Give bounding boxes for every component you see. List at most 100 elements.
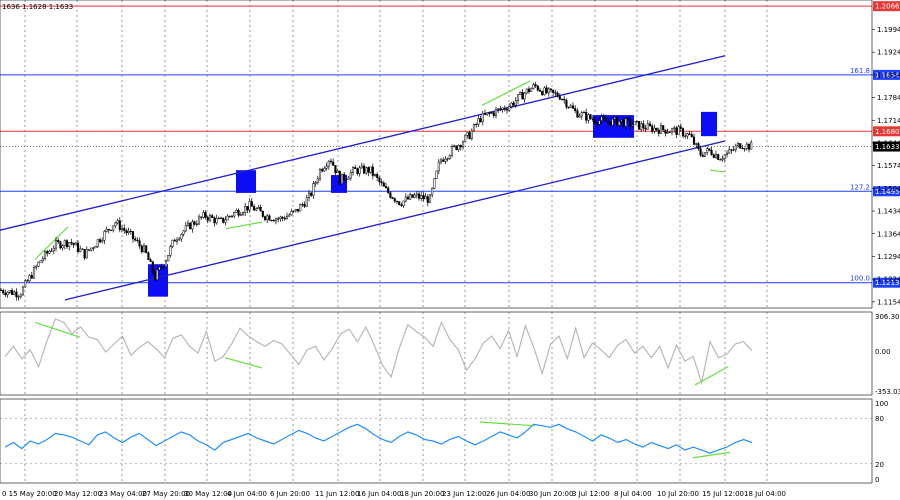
candle-body: [646, 123, 649, 130]
candle-body: [138, 240, 141, 247]
candle-body: [714, 154, 718, 158]
candle-body: [681, 128, 685, 137]
candle-body: [233, 211, 236, 217]
candle-body: [283, 217, 286, 220]
x-tick-label: 4 Jun 04:00: [227, 490, 267, 498]
y-tick-label: 1.1154: [877, 298, 900, 306]
level-price-tag: [873, 186, 900, 197]
candle-body: [228, 215, 231, 217]
candle-body: [631, 124, 634, 127]
candle-body: [134, 238, 137, 241]
candle-body: [723, 154, 726, 160]
candle-body: [472, 123, 476, 132]
candle-body: [637, 120, 641, 130]
candle-body: [406, 196, 410, 200]
candle-body: [453, 145, 456, 147]
candle-body: [321, 169, 324, 172]
x-tick-label: 0 15 May 20:00: [2, 490, 57, 498]
candle-body: [488, 112, 491, 114]
candle-body: [96, 239, 99, 247]
candle-body: [602, 116, 605, 119]
candle-body: [235, 210, 238, 213]
candle-body: [734, 145, 737, 150]
candle-body: [94, 246, 97, 249]
candle-body: [72, 242, 75, 246]
candle-body: [565, 99, 568, 108]
candle-body: [347, 177, 350, 180]
candle-body: [413, 194, 416, 198]
candle-body: [35, 265, 38, 268]
candle-body: [206, 217, 209, 221]
candle-body: [591, 118, 594, 120]
candle-body: [563, 98, 566, 101]
candle-body: [688, 133, 691, 135]
candle-body: [503, 107, 506, 110]
candle-body: [732, 149, 735, 151]
candle-body: [118, 220, 121, 230]
candle-body: [299, 204, 302, 212]
candle-body: [435, 170, 438, 179]
candle-body: [147, 252, 150, 261]
candle-body: [266, 215, 269, 220]
candle-body: [644, 127, 647, 130]
candle-body: [466, 132, 469, 136]
candle-body: [629, 119, 632, 127]
level-price-label: 1.1854: [875, 71, 900, 79]
divergence-line: [694, 366, 729, 386]
candle-body: [505, 109, 509, 111]
candle-body: [314, 182, 317, 184]
x-tick-label: 11 Jun 12:00: [315, 490, 359, 498]
candle-body: [204, 212, 207, 218]
candle-body: [167, 255, 170, 262]
panel-frame-2: [0, 311, 873, 396]
candle-body: [576, 110, 579, 118]
signal-box: [148, 264, 168, 297]
candle-body: [222, 217, 225, 223]
signal-box: [236, 170, 256, 193]
candle-body: [250, 201, 253, 207]
candle-body: [46, 251, 49, 254]
candle-body: [589, 114, 592, 120]
candle-body: [178, 238, 181, 241]
candle-body: [512, 102, 515, 106]
candle-body: [633, 121, 636, 126]
x-tick-label: 8 Jul 04:00: [614, 490, 652, 498]
candle-body: [422, 194, 425, 200]
candle-body: [659, 125, 663, 134]
candle-body: [195, 223, 198, 225]
candle-body: [371, 166, 374, 176]
candle-body: [455, 145, 458, 150]
candle-body: [257, 206, 260, 209]
candle-body: [332, 161, 335, 166]
candle-body: [57, 240, 60, 243]
candle-body: [615, 117, 619, 126]
candle-body: [158, 266, 161, 271]
channel-line: [0, 55, 726, 231]
candle-body: [365, 167, 368, 174]
level-price-tag: [873, 141, 900, 152]
divergence-line: [692, 451, 731, 459]
candle-body: [558, 96, 561, 100]
candle-body: [175, 239, 179, 242]
candle-body: [468, 132, 471, 140]
candle-body: [74, 242, 77, 246]
candle-body: [391, 197, 394, 199]
candle-body: [354, 167, 357, 169]
candle-body: [532, 84, 535, 89]
candle-body: [197, 216, 201, 225]
candle-body: [105, 228, 108, 232]
y-tick-label: 1.1644: [877, 139, 900, 147]
candle-body: [356, 168, 359, 174]
candle-body: [492, 112, 495, 116]
candle-body: [725, 152, 729, 156]
y-tick-label: 1.1784: [877, 94, 900, 102]
candle-body: [296, 208, 300, 212]
candle-body: [530, 88, 533, 92]
candle-body: [510, 102, 513, 107]
candle-body: [241, 212, 245, 215]
candle-body: [261, 210, 264, 217]
level-price-label: 1.1633: [875, 143, 900, 151]
candle-body: [373, 174, 377, 176]
rsi-panel: [0, 417, 872, 465]
